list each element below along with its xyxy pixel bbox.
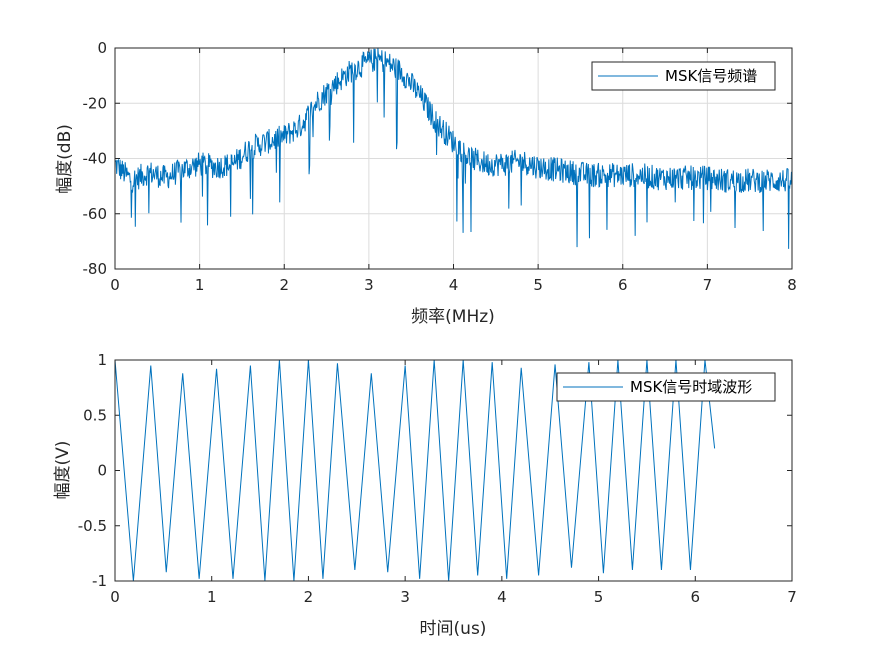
waveform-frame xyxy=(114,359,793,582)
spectrum-xtick-label: 6 xyxy=(618,276,628,294)
spectrum-xtick-label: 3 xyxy=(364,276,374,294)
waveform-ytick-label: -1 xyxy=(92,572,107,590)
waveform-xtick-label: 0 xyxy=(110,588,120,606)
spectrum-xtick-label: 8 xyxy=(787,276,797,294)
waveform-ytick-label: 0.5 xyxy=(83,406,107,424)
spectrum-ytick-label: 0 xyxy=(97,39,107,57)
spectrum-xtick-label: 0 xyxy=(110,276,120,294)
waveform-xtick-label: 1 xyxy=(207,588,217,606)
spectrum-legend: MSK信号频谱 xyxy=(591,61,776,91)
spectrum-xtick-label: 1 xyxy=(195,276,205,294)
spectrum-ytick-label: -40 xyxy=(83,150,108,168)
spectrum-ytick-label: -80 xyxy=(83,260,108,278)
waveform-ytick-label: 1 xyxy=(97,351,107,369)
spectrum-xlabel: 频率(MHz) xyxy=(411,307,495,327)
spectrum-xtick-label: 7 xyxy=(703,276,713,294)
waveform-xtick-label: 6 xyxy=(691,588,701,606)
spectrum-ytick-label: -60 xyxy=(83,205,108,223)
waveform-xtick-label: 7 xyxy=(787,588,797,606)
spectrum-ticks: 0 1 2 3 4 5 6 7 8 0 -20 -40 -60 -80 xyxy=(83,39,797,294)
spectrum-ytick-label: -20 xyxy=(83,94,108,112)
spectrum-ylabel: 幅度(dB) xyxy=(55,124,75,194)
spectrum-axes: 0 1 2 3 4 5 6 7 8 0 -20 -40 -60 -80 频率(MHz) 幅度(dB) MS… xyxy=(55,39,797,327)
waveform-legend: MSK信号时域波形 xyxy=(556,372,776,402)
waveform-xtick-label: 2 xyxy=(304,588,314,606)
spectrum-series-line xyxy=(114,47,793,249)
spectrum-legend-label: MSK信号频谱 xyxy=(665,67,757,85)
waveform-xtick-label: 4 xyxy=(497,588,507,606)
waveform-legend-label: MSK信号时域波形 xyxy=(630,378,752,396)
waveform-ylabel: 幅度(V) xyxy=(53,441,73,500)
waveform-xtick-label: 3 xyxy=(400,588,410,606)
spectrum-xtick-label: 5 xyxy=(533,276,543,294)
spectrum-frame xyxy=(114,47,793,270)
waveform-ytick-label: -0.5 xyxy=(78,517,107,535)
waveform-axes: 0 1 2 3 4 5 6 7 1 0.5 0 -0.5 -1 时间(us) 幅度(V) MSK信号时域… xyxy=(53,351,797,639)
waveform-xlabel: 时间(us) xyxy=(420,619,487,639)
waveform-ytick-label: 0 xyxy=(97,462,107,480)
spectrum-xtick-label: 4 xyxy=(449,276,459,294)
waveform-xtick-label: 5 xyxy=(594,588,604,606)
waveform-ticks: 0 1 2 3 4 5 6 7 1 0.5 0 -0.5 -1 xyxy=(78,351,797,606)
spectrum-xtick-label: 2 xyxy=(279,276,289,294)
waveform-series-line xyxy=(114,359,716,582)
